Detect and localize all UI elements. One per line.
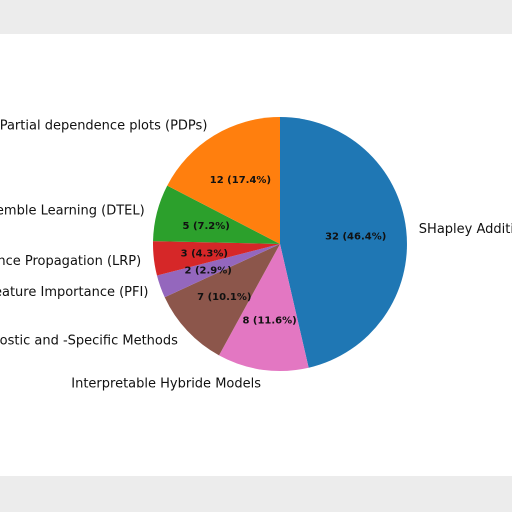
pie-slice-partial-dependence-plots-pdps: [167, 117, 280, 244]
slice-value-label: 3 (4.3%): [181, 249, 228, 260]
slice-value-label: 2 (2.9%): [185, 266, 232, 277]
slice-value-label: 7 (10.1%): [197, 292, 251, 303]
slice-category-label: Interpretable Hybride Models: [71, 376, 261, 391]
slice-category-label: Decision Tree Ensemble Learning (DTEL): [0, 203, 145, 218]
slice-category-label: Partial dependence plots (PDPs): [0, 119, 207, 134]
slice-value-label: 5 (7.2%): [183, 221, 230, 232]
pie-slice-permutation-feature-importance-pfi: [156, 244, 280, 298]
chart-figure: 32 (46.4%) SHapley Additive exPlanations …: [0, 34, 512, 476]
slice-value-label: 8 (11.6%): [242, 316, 296, 327]
slice-category-label: Permutation Feature Importance (PFI): [0, 285, 148, 300]
slice-category-label: SHapley Additive exPlanations (SHAP): [419, 222, 512, 237]
slice-category-label: Layer-wise Relevance Propagation (LRP): [0, 254, 141, 269]
pie-slice-layer-wise-relevance-propagation-lrp: [152, 241, 280, 276]
slice-category-label: Model-Agnostic and -Specific Methods: [0, 333, 178, 348]
pie-chart: 32 (46.4%) SHapley Additive exPlanations …: [0, 117, 512, 391]
slice-value-label: 32 (46.4%): [325, 231, 386, 242]
slice-value-label: 12 (17.4%): [210, 175, 271, 186]
pie-slice-interpretable-hybride-models: [219, 244, 309, 371]
pie-slice-model-agnostic-and-specific-methods: [164, 244, 280, 356]
pie-slice-decision-tree-ensemble-learning-dtel: [153, 185, 280, 244]
pie-slice-shapley-additive-explanations-shap: [280, 117, 407, 368]
